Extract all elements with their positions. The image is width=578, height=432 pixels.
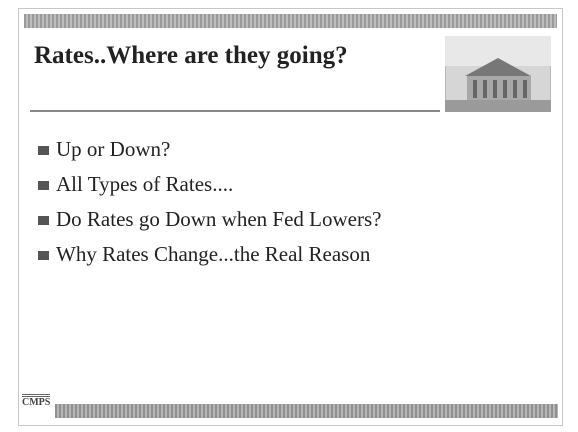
bullet-list: Up or Down? All Types of Rates.... Do Ra…: [38, 132, 381, 272]
title-rule: [30, 110, 440, 112]
logo: CMPS: [22, 394, 50, 408]
bullet: All Types of Rates....: [38, 167, 381, 202]
slide-page: Rates..Where are they going? Up or Down?…: [0, 0, 578, 432]
bullet: Why Rates Change...the Real Reason: [38, 237, 381, 272]
building-photo: [445, 36, 551, 112]
bullet: Do Rates go Down when Fed Lowers?: [38, 202, 381, 237]
slide-title: Rates..Where are they going?: [34, 40, 414, 72]
footer-band: [55, 404, 558, 418]
bullet: Up or Down?: [38, 132, 381, 167]
top-band: [24, 14, 557, 28]
